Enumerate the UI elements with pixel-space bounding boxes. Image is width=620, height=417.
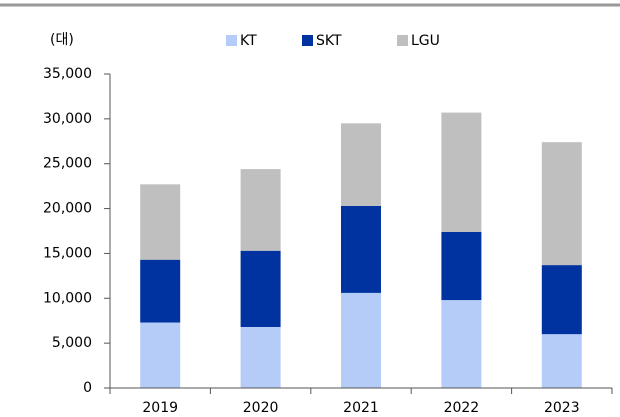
y-tick-label: 5,000	[52, 335, 92, 351]
legend-label: LGU	[411, 33, 440, 49]
y-tick-label: 25,000	[43, 156, 92, 172]
x-tick-label: 2020	[243, 400, 279, 416]
bar-segment	[341, 292, 381, 388]
y-tick-label: 35,000	[43, 66, 92, 82]
legend-swatch	[226, 35, 237, 46]
x-tick-label: 2021	[343, 400, 379, 416]
y-tick-label: 20,000	[43, 201, 92, 217]
legend-label: KT	[240, 33, 257, 49]
x-tick-label: 2022	[444, 400, 480, 416]
y-tick-label: 10,000	[43, 290, 92, 306]
bar-segment	[140, 259, 181, 323]
bar-segment	[541, 334, 582, 388]
legend-swatch	[397, 35, 408, 46]
bar-segment	[140, 322, 181, 388]
bar-segment	[541, 142, 582, 266]
legend-swatch	[302, 35, 313, 46]
x-tick-label: 2023	[544, 400, 580, 416]
bar-segment	[240, 250, 281, 327]
legend-label: SKT	[316, 33, 342, 49]
x-tick-label: 2019	[142, 400, 178, 416]
y-axis-label: (대)	[50, 32, 74, 48]
bar-segment	[441, 231, 482, 301]
y-tick-label: 15,000	[43, 245, 92, 261]
bar-segment	[240, 169, 281, 251]
bar-segment	[341, 205, 381, 293]
bar-segment	[441, 112, 482, 232]
bar-segment	[541, 265, 582, 335]
bar-segment	[140, 184, 181, 260]
y-tick-label: 0	[83, 380, 92, 396]
y-tick-label: 30,000	[43, 111, 92, 127]
bar-segment	[240, 326, 281, 388]
bar-segment	[341, 123, 381, 206]
bar-segment	[441, 300, 482, 388]
